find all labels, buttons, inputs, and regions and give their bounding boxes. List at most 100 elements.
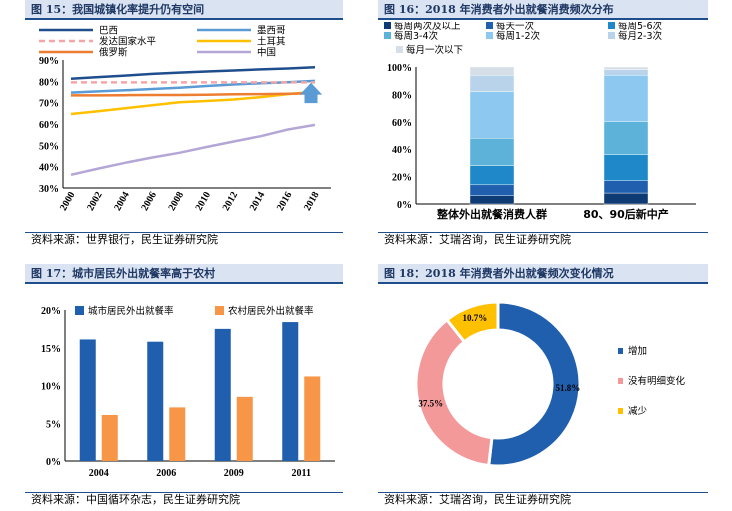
legend-swatch xyxy=(384,32,391,39)
y-tick-label: 10% xyxy=(41,382,61,393)
panel-title: 图 15：我国城镇化率提升仍有空间 xyxy=(25,0,343,20)
y-tick-label: 80% xyxy=(392,90,412,101)
legend-label: 巴西 xyxy=(99,26,118,37)
panel-title: 图 16：2018 年消费者外出就餐消费频次分布 xyxy=(378,0,708,20)
panel-dining-rate: 图 17：城市居民外出就餐率高于农村 0% 5% 10% 15% 20% 城市居民外出就餐… xyxy=(25,264,343,511)
x-tick-label: 2009 xyxy=(224,468,244,479)
panel-title: 图 18：2018 年消费者外出就餐频次变化情况 xyxy=(378,264,708,284)
bar-segment xyxy=(603,69,649,76)
data-label: 51.8% xyxy=(556,383,581,393)
legend-label: 没有明细变化 xyxy=(628,375,686,387)
legend-swatch xyxy=(396,46,403,53)
donut-slice xyxy=(487,300,582,468)
legend-label: 土耳其 xyxy=(257,36,286,48)
series-line-俄罗斯 xyxy=(71,92,316,97)
y-tick-label: 30% xyxy=(39,184,59,195)
bar-segment xyxy=(469,165,515,186)
series-line-土耳其 xyxy=(70,90,316,116)
bar-segment xyxy=(603,180,649,194)
x-tick-label: 2002 xyxy=(85,190,105,213)
y-tick-label: 15% xyxy=(41,344,61,355)
bar xyxy=(236,396,253,461)
legend-label: 农村居民外出就餐率 xyxy=(228,305,314,317)
x-tick-label: 2004 xyxy=(112,190,132,213)
x-tick-label: 2018 xyxy=(302,190,322,213)
x-tick-label: 2011 xyxy=(292,468,311,479)
y-tick-label: 90% xyxy=(39,56,59,67)
bar-segment xyxy=(469,138,515,166)
legend-label: 增加 xyxy=(628,345,647,357)
category-label: 整体外出就餐消费人群 xyxy=(436,207,547,221)
x-tick-label: 2012 xyxy=(221,190,241,213)
bar-segment xyxy=(469,91,515,139)
x-tick-label: 2004 xyxy=(89,468,109,479)
legend-label: 墨西哥 xyxy=(257,26,286,37)
y-tick-label: 0% xyxy=(46,457,61,468)
legend-swatch xyxy=(486,22,493,29)
legend-swatch xyxy=(486,32,493,39)
y-tick-label: 100% xyxy=(387,63,412,74)
legend-swatch xyxy=(75,306,84,315)
bar-segment xyxy=(603,192,649,205)
x-tick-label: 2006 xyxy=(156,468,176,479)
x-tick-label: 2000 xyxy=(58,190,78,213)
up-arrow-icon xyxy=(299,82,323,104)
category-label: 80、90后新中产 xyxy=(583,207,669,221)
legend-label: 每月2-3次 xyxy=(618,30,663,42)
y-tick-label: 20% xyxy=(392,173,412,184)
legend-label: 每月一次以下 xyxy=(406,44,463,56)
source-note: 资料来源：艾瑞咨询，民生证券研究院 xyxy=(378,492,708,507)
bar xyxy=(147,341,164,461)
bar xyxy=(101,414,118,461)
bar xyxy=(282,322,299,461)
y-tick-label: 20% xyxy=(41,306,61,317)
source-note: 资料来源：艾瑞咨询，民生证券研究院 xyxy=(378,232,708,247)
bar-segment xyxy=(469,66,515,76)
y-tick-label: 60% xyxy=(392,118,412,129)
legend-label: 每天一次 xyxy=(496,22,535,32)
bar-segment xyxy=(603,75,649,123)
bar-segment xyxy=(603,154,649,181)
y-tick-label: 80% xyxy=(39,77,59,88)
bar-segment xyxy=(469,195,515,205)
bar-segment xyxy=(603,66,649,70)
series-line-中国 xyxy=(70,123,316,177)
y-tick-label: 40% xyxy=(392,145,412,156)
y-tick-label: 60% xyxy=(39,120,59,131)
dining-rate-bar-chart: 0% 5% 10% 15% 20% 城市居民外出就餐率 农村居民外出就餐率 2004 2006 2… xyxy=(41,305,335,479)
bar xyxy=(169,407,186,461)
panel-title: 图 17：城市居民外出就餐率高于农村 xyxy=(25,264,343,284)
legend-label: 每周1-2次 xyxy=(496,30,541,42)
legend-label: 中国 xyxy=(257,47,276,59)
panel-frequency-distribution: 图 16：2018 年消费者外出就餐消费频次分布 每周两次及以上 每天一次 每周5-… xyxy=(378,0,708,248)
donut-slice xyxy=(444,300,500,344)
legend-swatch xyxy=(618,378,623,384)
y-tick-label: 0% xyxy=(397,200,412,211)
data-label: 10.7% xyxy=(463,313,488,323)
panel-urbanization: 图 15：我国城镇化率提升仍有空间 巴西 墨西哥发达国家水平 土耳其俄罗斯 中国 30%… xyxy=(25,0,343,248)
legend-label: 减少 xyxy=(628,405,648,417)
x-tick-label: 2016 xyxy=(275,190,295,213)
legend-label: 城市居民外出就餐率 xyxy=(88,305,174,317)
legend-swatch xyxy=(608,22,615,29)
bar-segment xyxy=(603,121,649,155)
legend-swatch xyxy=(215,306,224,315)
legend-label: 发达国家水平 xyxy=(99,36,157,48)
y-tick-label: 5% xyxy=(46,419,61,430)
legend-label: 俄罗斯 xyxy=(99,47,128,59)
series-line-巴西 xyxy=(70,66,316,81)
y-tick-label: 50% xyxy=(39,141,59,152)
legend-swatch xyxy=(608,32,615,39)
legend-swatch xyxy=(618,408,623,414)
legend-swatch xyxy=(618,348,623,354)
legend-label: 每周3-4次 xyxy=(394,30,439,42)
y-tick-label: 70% xyxy=(39,99,59,110)
x-tick-label: 2008 xyxy=(167,190,187,213)
y-tick-label: 40% xyxy=(39,163,59,174)
bar xyxy=(79,339,96,461)
bar-segment xyxy=(469,75,515,92)
x-tick-label: 2010 xyxy=(194,190,214,213)
